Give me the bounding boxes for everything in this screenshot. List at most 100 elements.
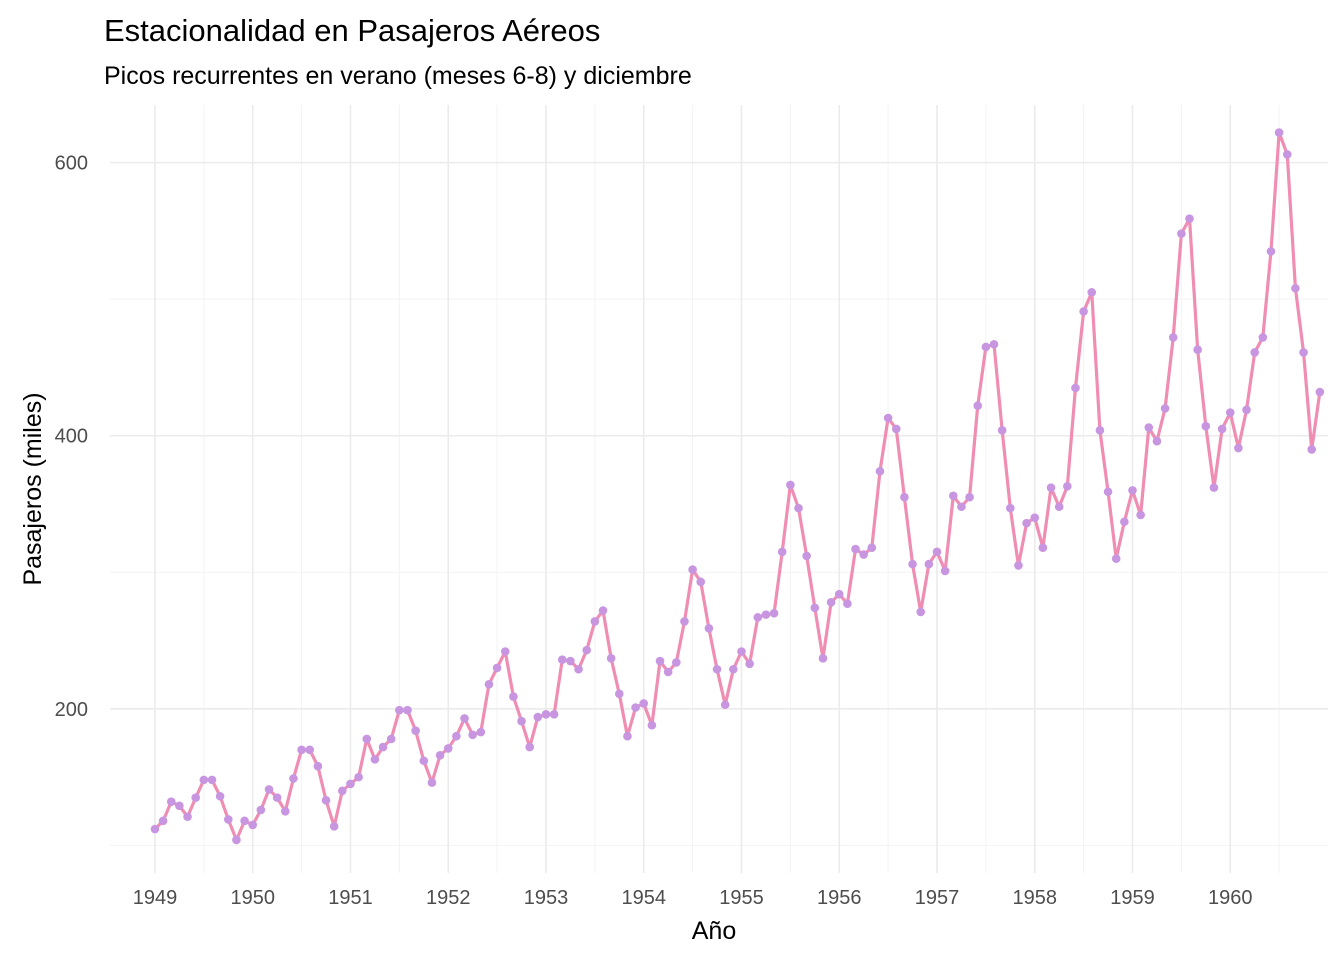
data-point bbox=[1193, 345, 1202, 355]
data-point bbox=[672, 658, 681, 667]
data-point bbox=[1144, 423, 1154, 432]
chart-title: Estacionalidad en Pasajeros Aéreos bbox=[104, 13, 600, 48]
data-point bbox=[826, 598, 836, 607]
data-point bbox=[411, 726, 420, 736]
data-point bbox=[199, 775, 209, 785]
data-point bbox=[606, 654, 616, 663]
x-tick-label: 1957 bbox=[915, 887, 960, 909]
data-point bbox=[297, 745, 306, 755]
data-point bbox=[443, 744, 453, 753]
data-point bbox=[712, 664, 722, 674]
data-point bbox=[1185, 214, 1194, 223]
data-point bbox=[696, 577, 706, 587]
data-point bbox=[346, 779, 355, 789]
data-point bbox=[989, 339, 999, 349]
data-point bbox=[1111, 554, 1121, 563]
data-point bbox=[1177, 229, 1186, 238]
data-point bbox=[794, 503, 803, 513]
data-point bbox=[419, 756, 429, 766]
data-point bbox=[908, 559, 917, 569]
data-point bbox=[704, 623, 714, 633]
data-point bbox=[981, 342, 991, 352]
data-point bbox=[557, 655, 567, 664]
x-tick-label: 1949 bbox=[133, 887, 178, 909]
data-point bbox=[150, 824, 160, 834]
data-point bbox=[859, 550, 868, 559]
data-point bbox=[281, 806, 290, 816]
data-point bbox=[289, 774, 298, 783]
data-point bbox=[533, 712, 543, 722]
data-point bbox=[158, 816, 168, 826]
data-point bbox=[647, 720, 657, 730]
data-point bbox=[940, 566, 950, 576]
data-point bbox=[1128, 486, 1137, 495]
data-point bbox=[183, 812, 192, 822]
data-point bbox=[264, 785, 274, 794]
y-tick-label: 600 bbox=[55, 153, 88, 175]
data-point bbox=[313, 761, 323, 771]
data-point bbox=[256, 805, 266, 815]
data-point bbox=[1095, 425, 1105, 435]
data-point bbox=[1152, 436, 1162, 446]
y-tick-label: 400 bbox=[55, 426, 88, 448]
data-point bbox=[802, 551, 811, 561]
data-point bbox=[1291, 283, 1300, 293]
data-point bbox=[525, 742, 534, 752]
data-point bbox=[598, 606, 608, 615]
data-point bbox=[321, 796, 331, 805]
data-point bbox=[1022, 518, 1031, 528]
data-point bbox=[1054, 502, 1064, 512]
data-point bbox=[948, 491, 958, 501]
data-point bbox=[362, 734, 372, 744]
data-point bbox=[517, 716, 526, 726]
data-point bbox=[582, 645, 592, 655]
data-point bbox=[1307, 445, 1317, 454]
data-point bbox=[663, 667, 673, 677]
data-point bbox=[973, 401, 983, 411]
series-points bbox=[150, 128, 1325, 845]
data-point bbox=[541, 710, 551, 719]
chart-subtitle: Picos recurrentes en verano (meses 6-8) … bbox=[104, 62, 692, 90]
data-point bbox=[191, 793, 200, 802]
data-point bbox=[1234, 443, 1243, 453]
data-point bbox=[305, 745, 315, 755]
data-point bbox=[875, 466, 885, 476]
data-point bbox=[867, 543, 877, 553]
data-point bbox=[460, 714, 469, 723]
data-point bbox=[1299, 348, 1308, 357]
data-point bbox=[1225, 408, 1235, 417]
data-point bbox=[769, 608, 779, 618]
data-point bbox=[232, 835, 241, 845]
x-axis-ticks: 1949 1950 1951 1952 1953 1954 1955 1956 1957 1958… bbox=[133, 887, 1253, 909]
data-point bbox=[1006, 503, 1015, 513]
data-point bbox=[566, 656, 575, 666]
data-point bbox=[737, 647, 746, 656]
data-point bbox=[509, 692, 518, 701]
data-point bbox=[452, 731, 461, 741]
data-point bbox=[639, 699, 649, 708]
data-point bbox=[166, 797, 176, 807]
data-point bbox=[272, 793, 282, 802]
data-point bbox=[1014, 561, 1023, 570]
data-point bbox=[883, 413, 893, 423]
y-axis-ticks: 200 400 600 bbox=[55, 153, 88, 721]
data-point bbox=[1168, 333, 1178, 342]
data-point bbox=[1315, 387, 1325, 397]
data-point bbox=[655, 656, 665, 666]
data-point bbox=[468, 730, 477, 740]
data-point bbox=[207, 775, 217, 785]
data-point bbox=[1201, 421, 1211, 431]
data-point bbox=[175, 801, 184, 811]
data-point bbox=[354, 772, 363, 782]
x-tick-label: 1950 bbox=[230, 887, 275, 909]
data-point bbox=[484, 679, 494, 689]
data-point bbox=[223, 815, 233, 824]
data-point bbox=[574, 664, 583, 674]
data-point bbox=[492, 663, 502, 673]
data-point bbox=[1274, 128, 1284, 137]
data-point bbox=[248, 820, 258, 830]
data-point bbox=[891, 424, 901, 434]
data-point bbox=[1250, 348, 1259, 357]
data-point bbox=[1160, 404, 1170, 413]
